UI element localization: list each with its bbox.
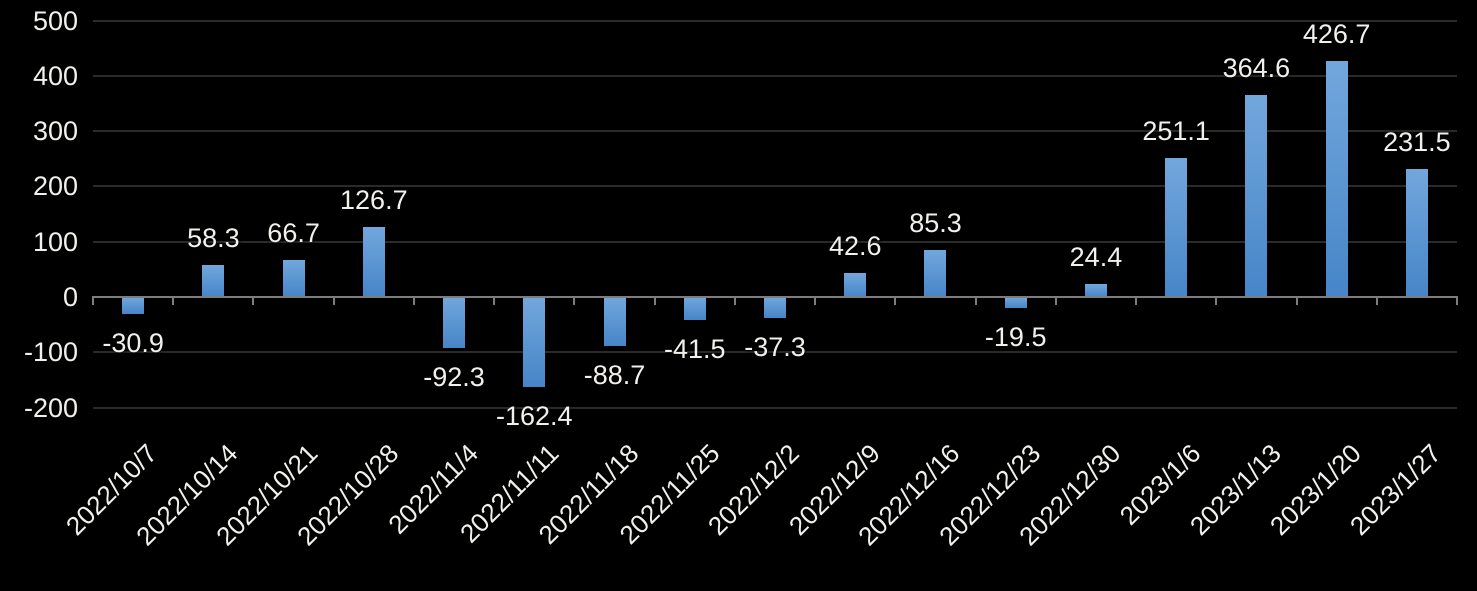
gridline--200: [93, 406, 1457, 409]
bar-2022/12/2[interactable]: [764, 297, 786, 318]
x-axis-tick: [1054, 296, 1057, 305]
bar-2022/12/23[interactable]: [1004, 297, 1027, 308]
x-axis-tick: [733, 296, 736, 305]
data-label: 58.3: [187, 222, 240, 253]
y-axis-tick-label: 300: [32, 116, 78, 147]
data-label: 364.6: [1222, 53, 1291, 84]
data-label: -19.5: [984, 321, 1047, 352]
y-axis-tick-label: -100: [23, 337, 78, 368]
y-axis-tick-label: 400: [32, 60, 78, 91]
x-axis-tick: [493, 296, 496, 305]
bar-2022/10/7[interactable]: [122, 297, 145, 315]
x-axis-tick: [92, 296, 94, 305]
y-axis-tick-label: 500: [32, 5, 78, 36]
x-axis-tick: [252, 296, 255, 305]
bar-2023/1/20[interactable]: [1325, 61, 1348, 297]
bar-2022/10/28[interactable]: [362, 226, 385, 297]
bar-2022/11/4[interactable]: [443, 297, 466, 349]
bar-2022/11/25[interactable]: [683, 297, 706, 320]
x-axis-tick: [653, 296, 656, 305]
y-axis-tick-label: 100: [32, 226, 78, 257]
bar-2023/1/27[interactable]: [1405, 168, 1428, 297]
data-label: -92.3: [423, 362, 485, 393]
data-label: 85.3: [909, 207, 962, 238]
y-axis-tick-label: 200: [32, 171, 78, 202]
bar-2022/11/18[interactable]: [603, 297, 626, 347]
x-axis-tick: [974, 296, 977, 305]
data-label: 251.1: [1142, 116, 1210, 147]
bar-2022/12/30[interactable]: [1084, 283, 1107, 297]
x-axis-tick: [573, 296, 576, 305]
x-axis-tick: [1295, 296, 1298, 305]
data-label: 231.5: [1383, 126, 1451, 157]
data-label: -162.4: [496, 400, 573, 431]
data-label: 24.4: [1069, 241, 1123, 272]
bar-2022/10/21[interactable]: [282, 260, 305, 297]
bar-2022/12/9[interactable]: [844, 273, 867, 297]
x-axis-tick: [332, 296, 335, 305]
x-axis-tick: [814, 296, 817, 305]
y-axis-tick-label: 0: [62, 282, 78, 312]
data-label: -41.5: [663, 333, 726, 364]
bar-2023/1/13[interactable]: [1245, 95, 1268, 297]
bar-2022/11/11[interactable]: [523, 297, 546, 387]
bar-2022/10/14[interactable]: [202, 264, 225, 297]
data-label: 426.7: [1302, 19, 1371, 50]
x-axis-tick: [172, 296, 175, 305]
data-label: 66.7: [267, 218, 320, 249]
data-label: -30.9: [102, 328, 164, 359]
x-axis-tick: [1456, 296, 1458, 305]
data-label: 42.6: [828, 231, 882, 262]
x-axis-line: [93, 296, 1457, 298]
bar-2023/1/6[interactable]: [1165, 158, 1188, 297]
x-axis-tick: [894, 296, 897, 305]
x-axis-tick: [1135, 296, 1138, 305]
data-label: -88.7: [583, 360, 646, 391]
bar-2022/12/16[interactable]: [924, 249, 947, 297]
data-label: -37.3: [744, 331, 806, 362]
data-label: 126.7: [340, 184, 408, 215]
y-axis-tick-label: -200: [23, 392, 78, 423]
x-axis-tick: [1215, 296, 1218, 305]
x-axis-tick: [412, 296, 415, 305]
x-axis-tick: [1375, 296, 1378, 305]
